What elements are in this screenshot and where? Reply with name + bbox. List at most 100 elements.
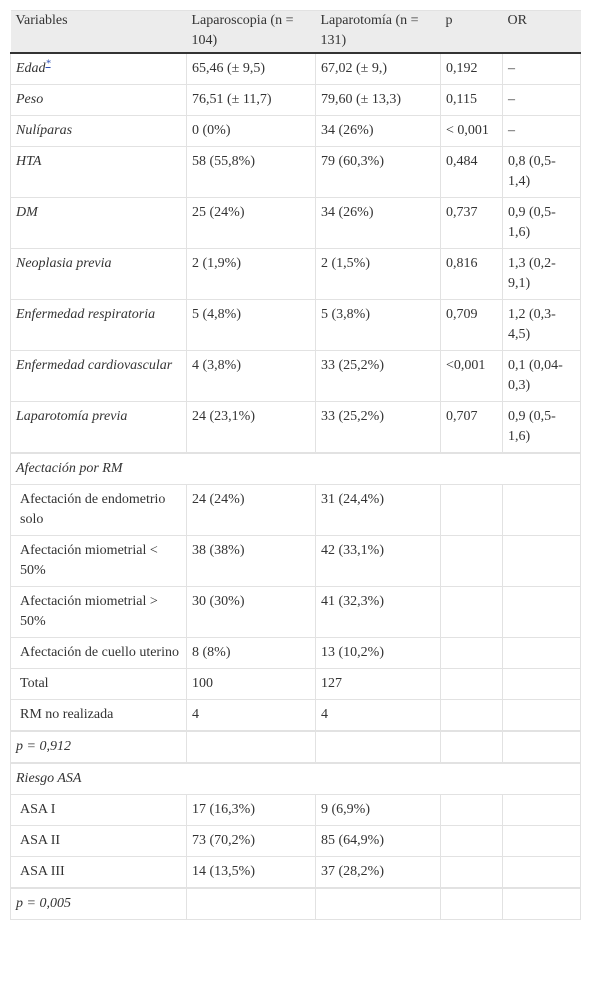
data-table: Variables Laparoscopia (n = 104) Laparotom…	[10, 10, 581, 920]
table-cell: 4	[315, 699, 441, 731]
table-cell	[440, 535, 503, 587]
table-cell: 9 (6,9%)	[315, 794, 441, 826]
table-cell: 34 (26%)	[315, 197, 441, 249]
header-cell: Laparoscopia (n = 104)	[186, 10, 316, 54]
table-cell: –	[502, 84, 581, 116]
table-cell: 1,3 (0,2-9,1)	[502, 248, 581, 300]
table-cell	[502, 586, 581, 638]
table-cell: 0,8 (0,5-1,4)	[502, 146, 581, 198]
table-cell: 0,484	[440, 146, 503, 198]
table-cell	[502, 668, 581, 700]
table-cell: 0,1 (0,04-0,3)	[502, 350, 581, 402]
table-header: Variables Laparoscopia (n = 104) Laparotom…	[10, 10, 581, 54]
table-cell: < 0,001	[440, 115, 503, 147]
table-cell: 4 (3,8%)	[186, 350, 316, 402]
table-row: Afectación miometrial < 50% 38 (38%) 42 (3…	[10, 535, 581, 587]
table-cell: 127	[315, 668, 441, 700]
table-cell: 5 (3,8%)	[315, 299, 441, 351]
table-cell	[502, 856, 581, 888]
table-cell: p = 0,912	[10, 731, 187, 763]
table-cell: 2 (1,9%)	[186, 248, 316, 300]
table-cell	[502, 825, 581, 857]
table-row: Enfermedad cardiovascular 4 (3,8%) 33 (25,…	[10, 350, 581, 402]
table-row: p = 0,912	[10, 731, 581, 763]
table-cell: 79,60 (± 13,3)	[315, 84, 441, 116]
table-cell: 25 (24%)	[186, 197, 316, 249]
table-cell: 0,707	[440, 401, 503, 453]
table-cell: Afectación miometrial < 50%	[10, 535, 187, 587]
table-row: Total 100 127	[10, 668, 581, 700]
table-cell: 85 (64,9%)	[315, 825, 441, 857]
table-row: DM 25 (24%) 34 (26%) 0,737 0,9 (0,5-1,6)	[10, 197, 581, 249]
table-row: Peso 76,51 (± 11,7) 79,60 (± 13,3) 0,115–	[10, 84, 581, 116]
header-cell: Laparotomía (n = 131)	[315, 10, 441, 54]
table-cell: Enfermedad respiratoria	[10, 299, 187, 351]
table-cell	[502, 535, 581, 587]
header-row: Variables Laparoscopia (n = 104) Laparotom…	[10, 10, 581, 54]
table-cell: ASA II	[10, 825, 187, 857]
table-cell	[440, 794, 503, 826]
table-cell: Afectación por RM	[10, 453, 581, 485]
table-cell	[502, 699, 581, 731]
table-cell	[186, 888, 316, 920]
table-cell: 24 (24%)	[186, 484, 316, 536]
table-row: ASA II 73 (70,2%) 85 (64,9%)	[10, 825, 581, 857]
table-cell: 30 (30%)	[186, 586, 316, 638]
table-cell: 100	[186, 668, 316, 700]
table-cell	[440, 637, 503, 669]
table-cell: <0,001	[440, 350, 503, 402]
table-cell: p = 0,005	[10, 888, 187, 920]
table-cell: 76,51 (± 11,7)	[186, 84, 316, 116]
table-cell: Peso	[10, 84, 187, 116]
table-cell: 33 (25,2%)	[315, 350, 441, 402]
table-row: Nulíparas 0 (0%) 34 (26%) < 0,001–	[10, 115, 581, 147]
table-cell	[315, 888, 441, 920]
table-row: Afectación miometrial > 50% 30 (30%) 41 (3…	[10, 586, 581, 638]
table-cell	[440, 888, 503, 920]
table-cell	[440, 825, 503, 857]
table-cell: Enfermedad cardiovascular	[10, 350, 187, 402]
table-cell: 0,115	[440, 84, 503, 116]
table-cell: 33 (25,2%)	[315, 401, 441, 453]
table-cell	[440, 586, 503, 638]
table-cell: 8 (8%)	[186, 637, 316, 669]
table-cell: 4	[186, 699, 316, 731]
footnote-link[interactable]: *	[45, 58, 51, 70]
table-cell	[502, 888, 581, 920]
table-cell: 0,709	[440, 299, 503, 351]
table-cell: Afectación de endometrio solo	[10, 484, 187, 536]
table-body: Edad* 65,46 (± 9,5) 67,02 (± 9,) 0,192– Peso…	[10, 52, 581, 920]
table-cell: 0,737	[440, 197, 503, 249]
table-cell: 31 (24,4%)	[315, 484, 441, 536]
table-cell	[440, 731, 503, 763]
table-cell: Laparotomía previa	[10, 401, 187, 453]
table-row: ASA I 17 (16,3%) 9 (6,9%)	[10, 794, 581, 826]
table-cell: RM no realizada	[10, 699, 187, 731]
table-cell: HTA	[10, 146, 187, 198]
table-row: p = 0,005	[10, 888, 581, 920]
table-row: Edad* 65,46 (± 9,5) 67,02 (± 9,) 0,192–	[10, 52, 581, 85]
table-cell	[502, 484, 581, 536]
table-row: Neoplasia previa 2 (1,9%) 2 (1,5%) 0,816 1,3…	[10, 248, 581, 300]
table-cell: Neoplasia previa	[10, 248, 187, 300]
table-cell	[315, 731, 441, 763]
table-cell: –	[502, 115, 581, 147]
header-cell: Variables	[10, 10, 187, 54]
table-cell: 38 (38%)	[186, 535, 316, 587]
table-cell: 58 (55,8%)	[186, 146, 316, 198]
table-cell: 0 (0%)	[186, 115, 316, 147]
table-cell	[440, 668, 503, 700]
table-row: Afectación de endometrio solo 24 (24%) 31 …	[10, 484, 581, 536]
table-cell: 14 (13,5%)	[186, 856, 316, 888]
table-row: Afectación de cuello uterino 8 (8%) 13 (10…	[10, 637, 581, 669]
table-cell: 0,816	[440, 248, 503, 300]
table-cell: Riesgo ASA	[10, 763, 581, 795]
table-row: ASA III 14 (13,5%) 37 (28,2%)	[10, 856, 581, 888]
table-cell: 1,2 (0,3-4,5)	[502, 299, 581, 351]
table-row: Afectación por RM	[10, 453, 581, 485]
table-cell: 0,9 (0,5-1,6)	[502, 401, 581, 453]
table-row: RM no realizada 4 4	[10, 699, 581, 731]
table-cell: 34 (26%)	[315, 115, 441, 147]
table-cell	[502, 731, 581, 763]
